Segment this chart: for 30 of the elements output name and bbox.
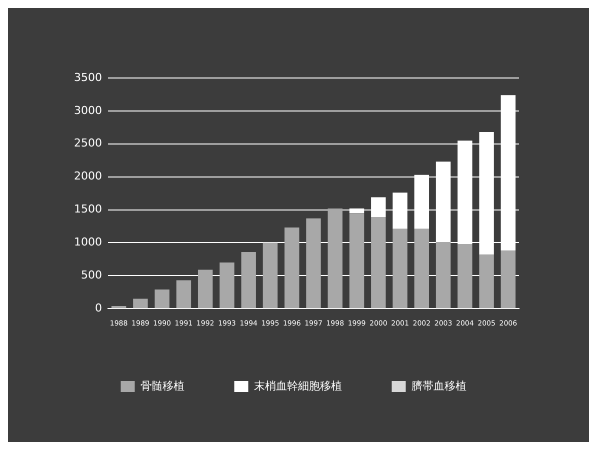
- bar: [392, 228, 408, 308]
- legend-label: 臍帯血移植: [411, 379, 466, 392]
- bar: [436, 242, 451, 308]
- bar: [328, 208, 342, 308]
- y-tick-label: 500: [80, 268, 102, 282]
- bar: [349, 213, 364, 308]
- bar: [414, 228, 430, 308]
- bar: [133, 298, 148, 308]
- y-tick-label: 3500: [74, 70, 102, 84]
- y-tick-label: 0: [94, 301, 102, 314]
- bar: [241, 252, 256, 308]
- bar: [371, 217, 386, 308]
- bar: [306, 218, 321, 308]
- bar: [500, 250, 516, 308]
- y-tick-label: 1000: [74, 236, 102, 249]
- bar: [262, 242, 278, 308]
- legend-label: 骨髄移植: [140, 379, 184, 392]
- bar: [176, 280, 192, 308]
- y-tick-label: 1500: [74, 202, 102, 216]
- bar: [198, 270, 213, 308]
- bar: [284, 228, 300, 308]
- y-tick-label: 3000: [74, 104, 102, 117]
- bar: [154, 289, 170, 308]
- bar: [479, 254, 494, 308]
- bar: [111, 306, 126, 308]
- y-tick-label: 2500: [74, 136, 102, 150]
- bar: [220, 262, 234, 308]
- legend-label: 末梢血幹細胞移植: [254, 379, 342, 392]
- bar: [458, 244, 472, 308]
- y-tick-label: 2000: [74, 170, 102, 183]
